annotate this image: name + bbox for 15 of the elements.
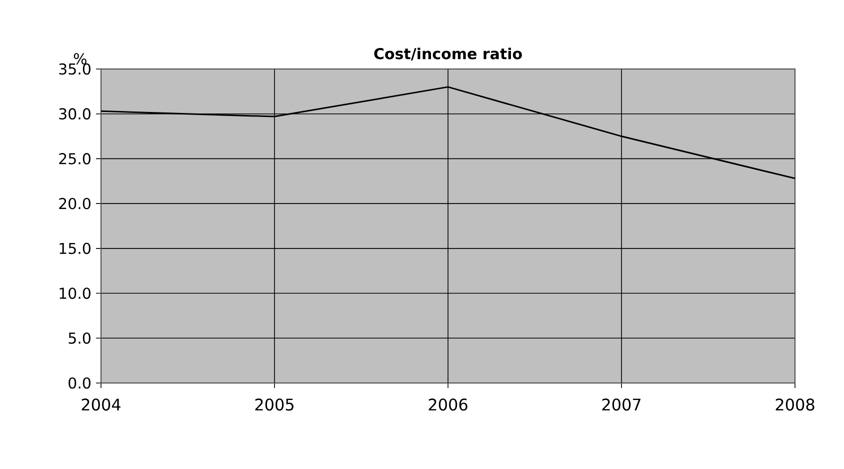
x-tick-label: 2007 bbox=[602, 398, 640, 411]
y-tick-label: 35.0 bbox=[59, 63, 90, 75]
y-tick-label: 25.0 bbox=[59, 153, 90, 164]
x-tick-label: 2006 bbox=[428, 398, 468, 411]
y-tick-label: 20.0 bbox=[59, 198, 90, 210]
x-tick-label: 2004 bbox=[82, 398, 120, 411]
y-axis-title: % bbox=[74, 53, 86, 64]
y-tick-label: 30.0 bbox=[59, 108, 90, 120]
x-tick-label: 2005 bbox=[255, 398, 294, 411]
chart-title: Cost/income ratio bbox=[374, 48, 522, 60]
y-tick-label: 0.0 bbox=[68, 377, 90, 389]
y-tick-label: 15.0 bbox=[60, 242, 90, 254]
x-tick-label: 2008 bbox=[776, 398, 814, 411]
y-tick-label: 5.0 bbox=[68, 332, 90, 344]
y-tick-label: 10.0 bbox=[60, 288, 90, 299]
